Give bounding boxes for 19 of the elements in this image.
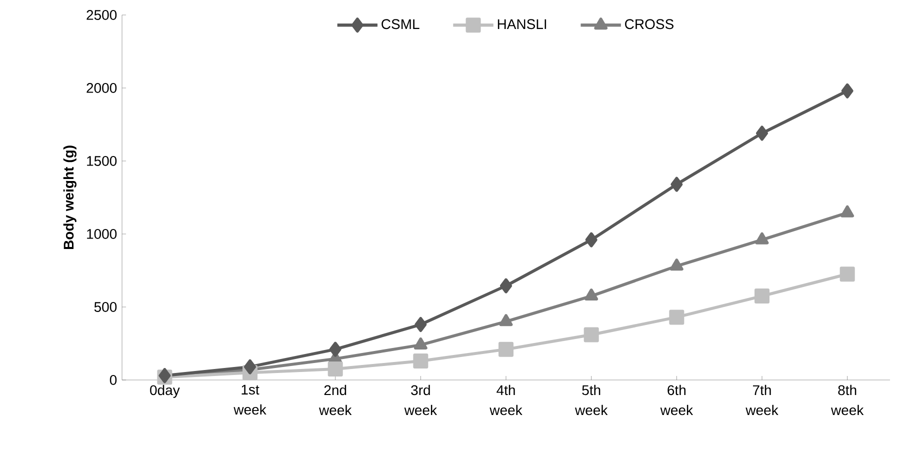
x-tick-label: 3rd week (404, 384, 438, 416)
legend-label: CSML (382, 19, 420, 30)
x-tick-label: 5th week (574, 384, 608, 416)
y-tick-label: 1500 (87, 156, 117, 166)
legend-label: CROSS (625, 19, 674, 30)
x-tick-label: 4th week (490, 384, 522, 416)
y-tick-label: 2000 (86, 83, 117, 93)
x-tick-label: 8th week (830, 384, 864, 416)
x-tick-label: 7th week (746, 384, 778, 416)
x-tick-label: 1st week (234, 384, 266, 415)
legend-label: HANSLI (498, 19, 546, 30)
x-tick-label: 0day (150, 384, 180, 398)
y-tick-label: 500 (94, 302, 117, 312)
x-tick-label: 6th week (660, 384, 694, 416)
y-axis-title: Body weight (g) (63, 146, 76, 250)
y-tick-label: 1000 (87, 229, 117, 239)
y-tick-label: 0 (110, 375, 117, 385)
x-tick-label: 2nd week (318, 384, 352, 416)
y-tick-label: 2500 (86, 10, 117, 20)
